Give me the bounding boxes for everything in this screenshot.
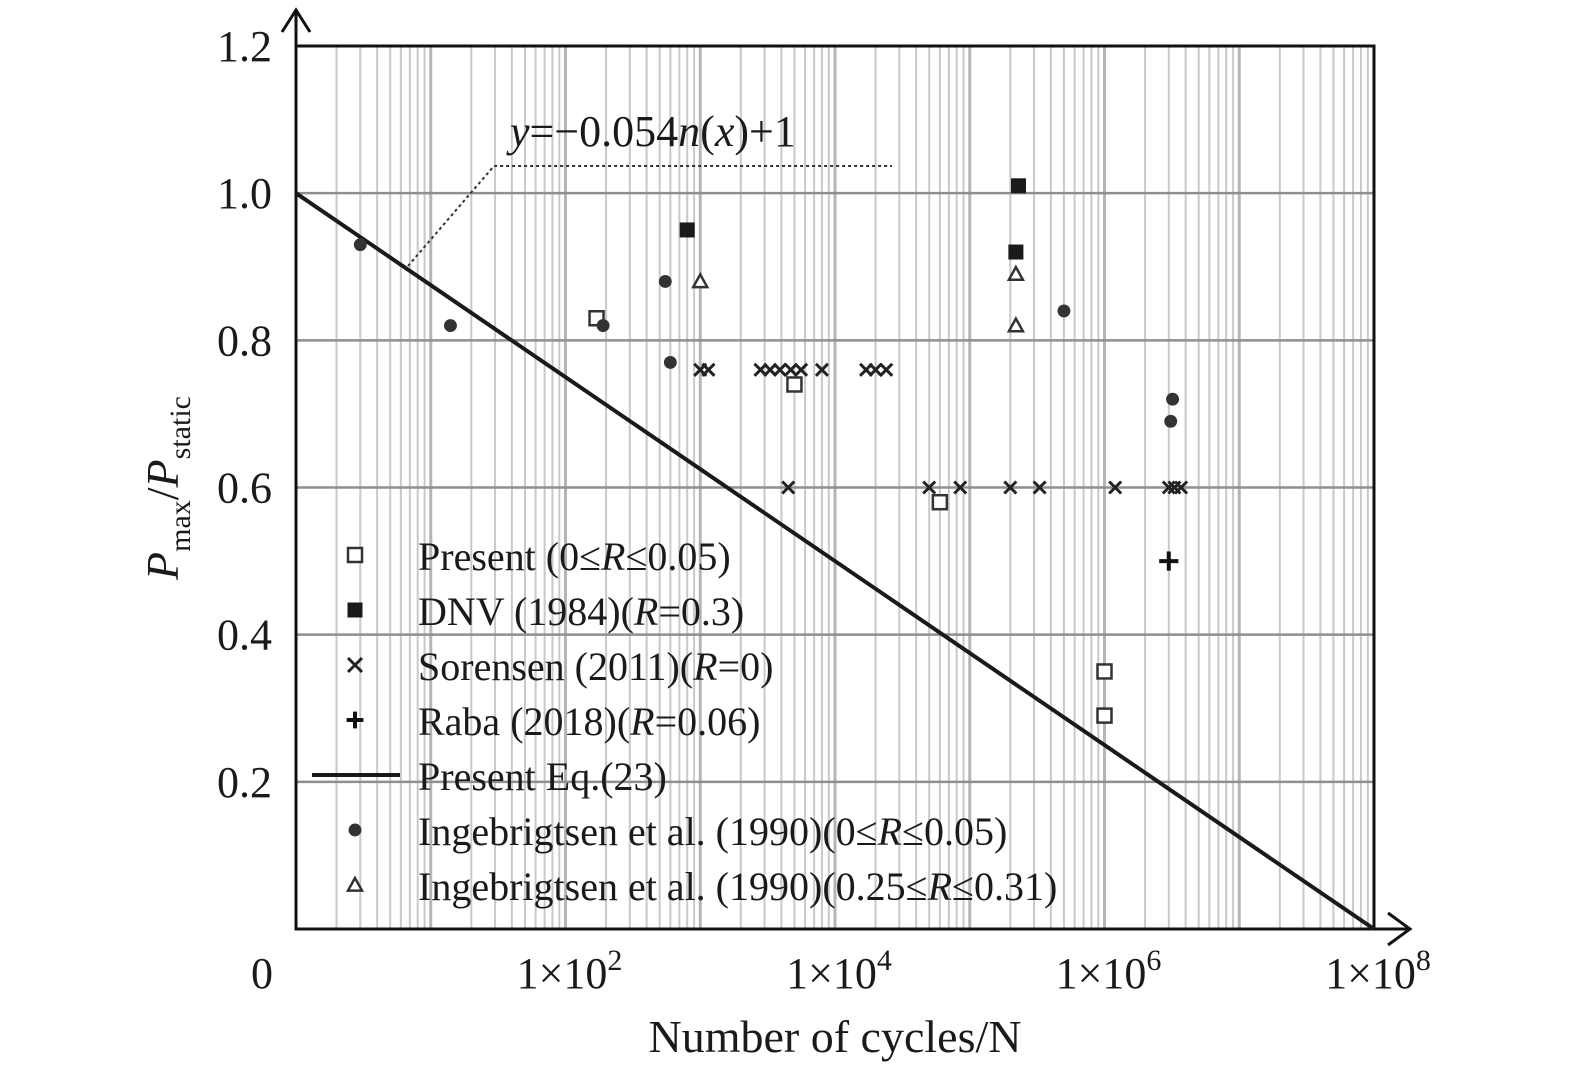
legend-marker — [346, 546, 364, 564]
data-point — [1164, 414, 1178, 428]
data-point — [1166, 392, 1180, 406]
legend: Present (0≤R≤0.05) DNV (1984)(R=0.3) Soren… — [312, 534, 1057, 909]
data-point — [691, 271, 710, 289]
data-point — [879, 362, 894, 377]
legend-item: Raba (2018)(R=0.06) — [346, 699, 760, 744]
fit-line — [294, 191, 1376, 931]
legend-label: Present Eq.(23) — [418, 754, 667, 799]
data-point — [1003, 480, 1018, 495]
data-point — [783, 362, 798, 377]
legend-item: Present (0≤R≤0.05) — [346, 534, 731, 579]
legend-marker — [347, 602, 363, 618]
y-axis-title: Pmax/Pstatic — [137, 396, 197, 581]
legend-marker — [346, 656, 364, 674]
y-tick-label: 0.8 — [217, 316, 272, 365]
tick-labels: 0.2 0.4 0.6 0.8 1.0 1.2 0 1×102 1×104 1×106 1×108 — [217, 22, 1431, 998]
y-tick-label: 0.6 — [217, 464, 272, 513]
x-tick-label: 1×104 — [786, 944, 892, 998]
data-point — [1161, 480, 1176, 495]
axes — [280, 7, 1413, 947]
data-point — [1010, 178, 1026, 194]
annotation-leader-line — [407, 165, 892, 267]
series-3 — [1159, 551, 1179, 571]
data-point — [443, 319, 457, 333]
data-point — [868, 362, 883, 377]
equation-annotation: y=−0.054n(x)+1 — [407, 107, 892, 267]
data-point — [1008, 244, 1024, 260]
data-point — [1006, 264, 1026, 281]
legend-item: Ingebrigtsen et al. (1990)(0.25≤R≤0.31) — [345, 864, 1057, 909]
legend-item: Present Eq.(23) — [312, 754, 667, 799]
x-axis-title: Number of cycles/N — [649, 1011, 1022, 1062]
data-point — [922, 480, 937, 495]
data-point — [701, 362, 716, 377]
data-point — [663, 355, 677, 369]
series-1 — [679, 178, 1026, 260]
series-4 — [353, 238, 1180, 428]
grid — [296, 46, 1374, 929]
equation-text: y=−0.054n(x)+1 — [506, 107, 796, 156]
data-point — [1057, 304, 1071, 318]
data-point — [814, 362, 830, 377]
legend-marker — [346, 711, 364, 729]
data-point — [794, 362, 809, 377]
data-point — [1159, 551, 1179, 571]
legend-marker — [345, 875, 365, 892]
data-point — [772, 362, 787, 377]
legend-label: Present (0≤R≤0.05) — [418, 534, 731, 579]
x-axis-arrow — [1387, 911, 1413, 947]
legend-label: Sorensen (2011)(R=0) — [418, 644, 773, 689]
data-point — [1174, 480, 1189, 495]
series-2 — [693, 362, 1189, 495]
data-point — [931, 493, 949, 511]
legend-label: Ingebrigtsen et al. (1990)(0≤R≤0.05) — [418, 809, 1007, 854]
axis-titles: Number of cycles/N Pmax/Pstatic — [137, 396, 1022, 1062]
y-tick-label: 0.2 — [217, 758, 272, 807]
y-axis-arrow — [280, 7, 312, 33]
data-point — [596, 319, 610, 333]
data-point — [1006, 316, 1026, 333]
series-5 — [691, 264, 1026, 333]
legend-item: DNV (1984)(R=0.3) — [347, 589, 744, 634]
fit-line-group — [294, 191, 1376, 931]
data-point — [1096, 707, 1113, 724]
legend-item: Sorensen (2011)(R=0) — [346, 644, 773, 689]
x-tick-label: 1×106 — [1056, 944, 1162, 998]
legend-item: Ingebrigtsen et al. (1990)(0≤R≤0.05) — [348, 809, 1007, 854]
legend-label: DNV (1984)(R=0.3) — [418, 589, 744, 634]
x-tick-label: 0 — [251, 949, 273, 998]
data-point — [953, 480, 968, 495]
data-point — [679, 222, 695, 238]
data-point — [1032, 480, 1047, 495]
y-tick-label: 1.0 — [217, 169, 272, 218]
data-point — [1096, 663, 1113, 680]
y-tick-label: 1.2 — [217, 22, 272, 71]
data-point — [658, 275, 672, 288]
x-tick-label: 1×102 — [517, 944, 623, 998]
data-point — [786, 376, 803, 393]
y-tick-label: 0.4 — [217, 611, 272, 660]
data-point — [1108, 480, 1123, 495]
legend-label: Raba (2018)(R=0.06) — [418, 699, 760, 744]
data-point — [353, 238, 367, 252]
legend-marker — [348, 823, 362, 837]
data-marks — [353, 178, 1189, 724]
legend-label: Ingebrigtsen et al. (1990)(0.25≤R≤0.31) — [418, 864, 1057, 909]
data-point — [781, 480, 796, 495]
x-tick-label: 1×108 — [1325, 944, 1431, 998]
